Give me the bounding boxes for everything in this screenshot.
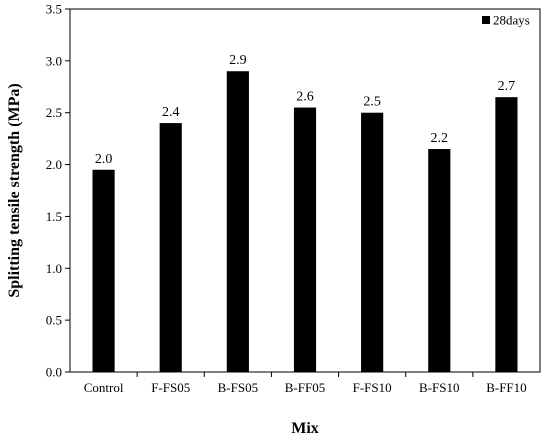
y-tick-label: 3.5 xyxy=(46,2,62,17)
bar xyxy=(226,71,249,372)
legend: 28days xyxy=(482,13,530,28)
x-tick-label: F-FS10 xyxy=(353,380,392,395)
bar-data-label: 2.5 xyxy=(363,95,381,110)
bar xyxy=(361,112,384,372)
bar xyxy=(495,97,518,373)
bar-data-label: 2.2 xyxy=(431,131,449,146)
bar xyxy=(159,123,182,372)
y-tick-label: 1.0 xyxy=(46,261,62,276)
bar xyxy=(428,149,451,372)
bar-data-label: 2.4 xyxy=(162,105,180,120)
y-tick-label: 1.5 xyxy=(46,209,62,224)
y-tick-label: 2.5 xyxy=(46,105,62,120)
x-axis-ticks: Control F-FS05 B-FS05 B-FF05 F-FS10 B-FS10 B-F… xyxy=(84,372,527,395)
x-tick-label: B-FF10 xyxy=(486,380,526,395)
bar xyxy=(92,169,115,372)
y-axis-ticks: 0.0 0.5 1.0 1.5 2.0 2.5 3.0 3.5 xyxy=(46,2,70,380)
bar-data-label: 2.9 xyxy=(229,53,247,68)
y-tick-label: 2.0 xyxy=(46,157,62,172)
y-tick-label: 0.0 xyxy=(46,365,62,380)
plot-frame xyxy=(69,8,541,373)
x-tick-label: B-FS10 xyxy=(419,380,459,395)
y-tick-label: 3.0 xyxy=(46,53,62,68)
x-tick-label: Control xyxy=(84,380,124,395)
y-axis-title: Splitting tensile strength (MPa) xyxy=(6,83,23,297)
y-tick-label: 0.5 xyxy=(46,313,62,328)
x-tick-label: B-FS05 xyxy=(218,380,258,395)
x-tick-label: F-FS05 xyxy=(151,380,190,395)
bars: 2.0 2.4 2.9 2.6 2.5 2.2 2.7 xyxy=(92,53,518,373)
bar-data-label: 2.7 xyxy=(498,79,516,94)
bar xyxy=(293,107,317,373)
bar-data-label: 2.6 xyxy=(296,90,314,105)
x-tick-label: B-FF05 xyxy=(285,380,325,395)
legend-label: 28days xyxy=(493,13,530,28)
bar-data-label: 2.0 xyxy=(95,152,113,167)
x-axis-title: Mix xyxy=(291,420,319,437)
legend-swatch xyxy=(482,16,490,24)
